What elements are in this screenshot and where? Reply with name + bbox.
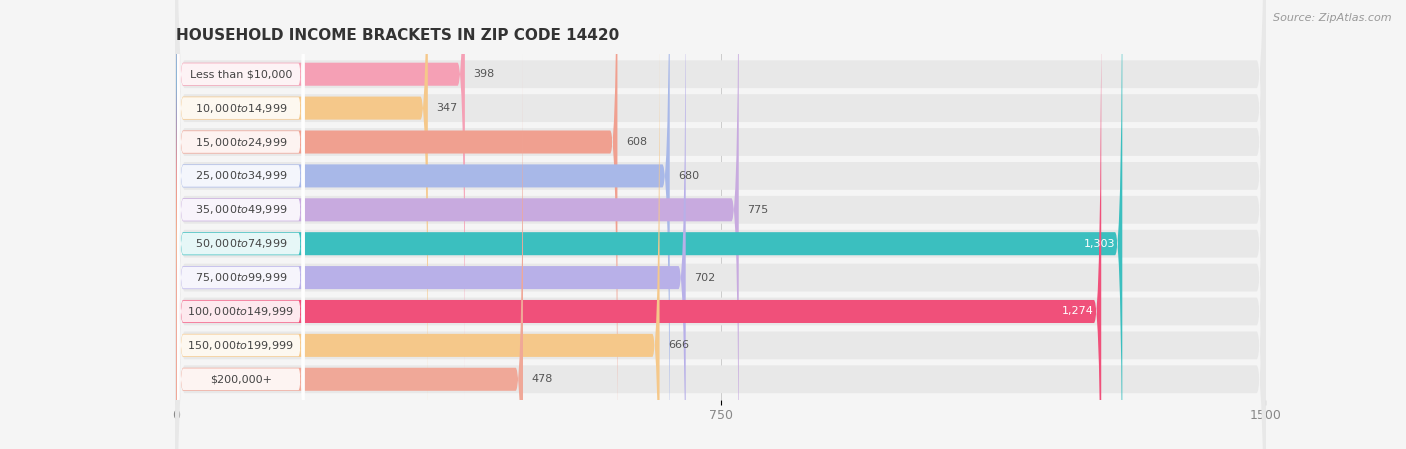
FancyBboxPatch shape [176,0,1265,449]
FancyBboxPatch shape [176,0,738,449]
Text: Source: ZipAtlas.com: Source: ZipAtlas.com [1274,13,1392,23]
FancyBboxPatch shape [176,0,1265,449]
Text: $150,000 to $199,999: $150,000 to $199,999 [187,339,294,352]
FancyBboxPatch shape [177,0,304,369]
Text: $75,000 to $99,999: $75,000 to $99,999 [194,271,287,284]
Text: 702: 702 [695,273,716,282]
Text: $15,000 to $24,999: $15,000 to $24,999 [194,136,287,149]
Text: 1,303: 1,303 [1084,239,1115,249]
FancyBboxPatch shape [176,0,1265,449]
FancyBboxPatch shape [176,0,1265,449]
FancyBboxPatch shape [176,18,659,449]
Text: 666: 666 [668,340,689,350]
Text: $50,000 to $74,999: $50,000 to $74,999 [194,237,287,250]
FancyBboxPatch shape [177,0,304,449]
Text: $100,000 to $149,999: $100,000 to $149,999 [187,305,294,318]
FancyBboxPatch shape [176,0,1122,449]
FancyBboxPatch shape [176,0,1265,449]
Text: 1,274: 1,274 [1062,307,1094,317]
FancyBboxPatch shape [176,0,465,402]
FancyBboxPatch shape [176,0,617,449]
Text: 680: 680 [679,171,700,181]
FancyBboxPatch shape [177,17,304,449]
FancyBboxPatch shape [177,119,304,449]
Text: HOUSEHOLD INCOME BRACKETS IN ZIP CODE 14420: HOUSEHOLD INCOME BRACKETS IN ZIP CODE 14… [176,28,619,43]
Text: $25,000 to $34,999: $25,000 to $34,999 [194,169,287,182]
FancyBboxPatch shape [177,85,304,449]
FancyBboxPatch shape [177,0,304,335]
Text: 478: 478 [531,374,553,384]
FancyBboxPatch shape [176,0,1265,449]
Text: $10,000 to $14,999: $10,000 to $14,999 [194,101,287,114]
FancyBboxPatch shape [176,0,1265,449]
FancyBboxPatch shape [177,0,304,449]
Text: 398: 398 [474,69,495,79]
FancyBboxPatch shape [177,51,304,449]
FancyBboxPatch shape [176,0,1265,449]
FancyBboxPatch shape [177,0,304,436]
FancyBboxPatch shape [176,0,1265,449]
FancyBboxPatch shape [176,0,1265,449]
FancyBboxPatch shape [176,0,1101,449]
Text: 347: 347 [436,103,458,113]
Text: 775: 775 [748,205,769,215]
FancyBboxPatch shape [176,0,427,436]
Text: $35,000 to $49,999: $35,000 to $49,999 [194,203,287,216]
Text: $200,000+: $200,000+ [209,374,271,384]
FancyBboxPatch shape [176,52,523,449]
Text: Less than $10,000: Less than $10,000 [190,69,292,79]
Text: 608: 608 [626,137,647,147]
FancyBboxPatch shape [176,0,669,449]
FancyBboxPatch shape [177,0,304,402]
FancyBboxPatch shape [176,0,686,449]
